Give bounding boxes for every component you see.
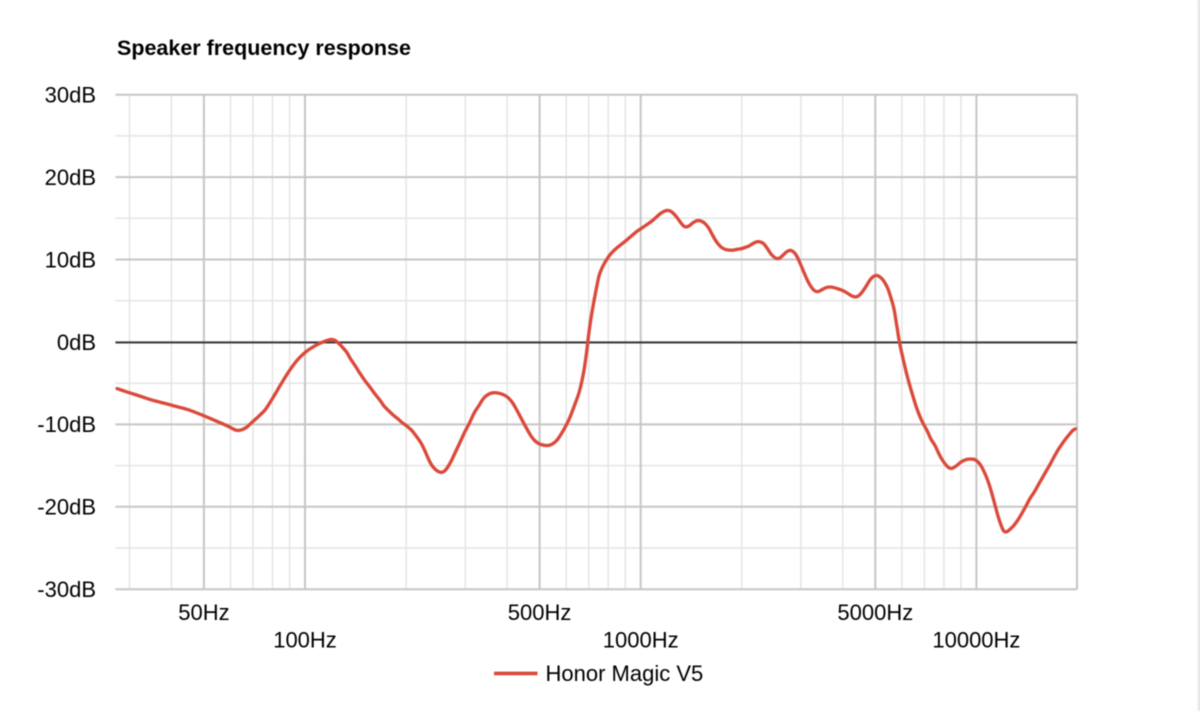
svg-text:5000Hz: 5000Hz [837, 600, 913, 625]
svg-text:10dB: 10dB [45, 247, 96, 272]
svg-text:Honor Magic V5: Honor Magic V5 [546, 661, 704, 686]
svg-text:-10dB: -10dB [37, 412, 96, 437]
svg-text:0dB: 0dB [57, 330, 96, 355]
svg-text:Speaker frequency response: Speaker frequency response [117, 36, 411, 60]
svg-text:1000Hz: 1000Hz [603, 628, 679, 653]
svg-text:100Hz: 100Hz [273, 628, 337, 653]
svg-text:30dB: 30dB [45, 83, 96, 108]
svg-text:50Hz: 50Hz [178, 600, 229, 625]
svg-text:-20dB: -20dB [37, 495, 96, 520]
svg-text:20dB: 20dB [45, 165, 96, 190]
svg-text:500Hz: 500Hz [508, 600, 572, 625]
svg-text:-30dB: -30dB [37, 577, 96, 602]
svg-text:10000Hz: 10000Hz [932, 628, 1020, 653]
